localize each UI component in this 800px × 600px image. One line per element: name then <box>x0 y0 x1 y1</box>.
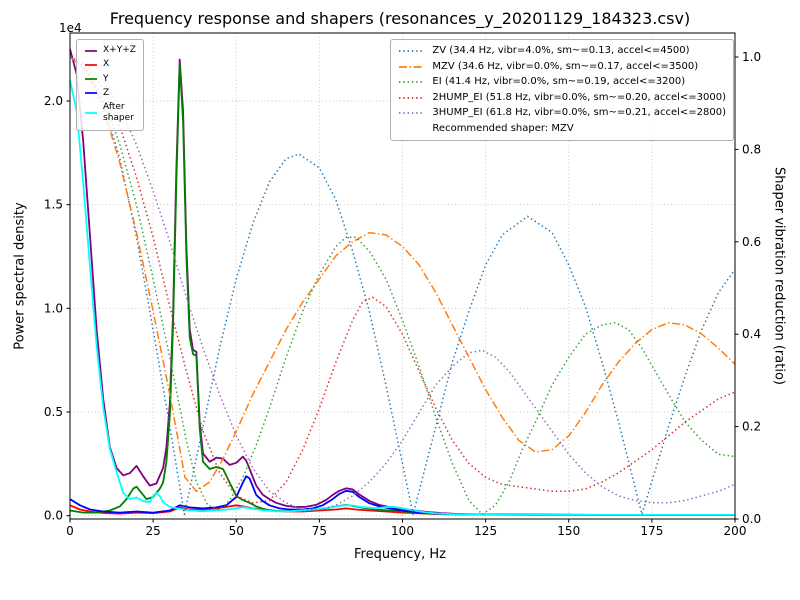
legend-line-sample <box>399 50 425 53</box>
y-axis-label-right: Shaper vibration reduction (ratio) <box>771 167 787 385</box>
legend-label: EI (41.4 Hz, vibr=0.0%, sm~=0.19, accel<… <box>432 76 686 87</box>
legend-item: ZV (34.4 Hz, vibr=4.0%, sm~=0.13, accel<… <box>398 45 726 58</box>
legend-item: 2HUMP_EI (51.8 Hz, vibr=0.0%, sm~=0.20, … <box>398 92 726 105</box>
y-right-tick-label: 0.6 <box>742 235 761 249</box>
x-tick-label: 50 <box>229 524 244 538</box>
legend-psd: X+Y+Z X Y Z After shaper <box>76 39 144 131</box>
legend-line-sample <box>85 49 97 52</box>
series-psd-after-shaper <box>69 80 735 516</box>
x-tick-label: 150 <box>557 524 580 538</box>
x-tick-label: 175 <box>640 524 663 538</box>
series-shaper-ei <box>69 56 736 516</box>
x-tick-label: 100 <box>391 524 414 538</box>
y-left-tick-label: 2.0 <box>44 94 63 108</box>
legend-label: ZV (34.4 Hz, vibr=4.0%, sm~=0.13, accel<… <box>432 45 690 56</box>
y-right-tick-label: 0.8 <box>742 142 761 156</box>
legend-label: After shaper <box>103 102 134 124</box>
legend-line-sample <box>399 65 425 68</box>
legend-item: Z <box>84 88 136 99</box>
legend-item: X <box>84 59 136 70</box>
legend-label: 2HUMP_EI (51.8 Hz, vibr=0.0%, sm~=0.20, … <box>432 91 726 103</box>
recommended-shaper-label: Recommended shaper: MZV <box>432 122 574 134</box>
series-shaper-zv <box>69 56 736 516</box>
chart-title: Frequency response and shapers (resonanc… <box>109 9 691 28</box>
x-tick-label: 200 <box>724 524 747 538</box>
series-shaper-mzv <box>69 56 736 493</box>
y-left-tick-label: 0.5 <box>44 405 63 419</box>
legend-line-sample <box>399 81 425 84</box>
legend-footer: Recommended shaper: MZV <box>398 123 726 136</box>
legend-footer-spacer <box>398 124 425 134</box>
series-psd-y <box>69 62 735 516</box>
y-left-tick-label: 0.0 <box>44 509 63 523</box>
y-right-tick-label: 0.0 <box>742 512 761 526</box>
legend-line-sample <box>399 96 425 99</box>
legend-shapers: ZV (34.4 Hz, vibr=4.0%, sm~=0.13, accel<… <box>390 39 734 141</box>
y-axis-label-left: Power spectral density <box>12 202 28 350</box>
y-right-tick-label: 0.4 <box>742 327 761 341</box>
legend-line-sample <box>85 78 97 80</box>
legend-item: 3HUMP_EI (61.8 Hz, vibr=0.0%, sm~=0.21, … <box>398 107 726 120</box>
legend-item: Y <box>84 74 136 85</box>
legend-item: EI (41.4 Hz, vibr=0.0%, sm~=0.19, accel<… <box>398 76 726 89</box>
axis-offset-text: 1e4 <box>59 21 82 35</box>
legend-line-sample <box>85 112 97 115</box>
legend-item: After shaper <box>84 102 136 125</box>
series-shaper-2hump-ei <box>69 56 736 504</box>
legend-item: MZV (34.6 Hz, vibr=0.0%, sm~=0.17, accel… <box>398 61 726 74</box>
y-right-tick-label: 0.2 <box>742 420 761 434</box>
x-axis-label: Frequency, Hz <box>353 547 447 562</box>
legend-label: Z <box>103 87 110 98</box>
legend-line-sample <box>399 112 425 115</box>
y-right-tick-label: 1.0 <box>742 50 761 64</box>
legend-label: X+Y+Z <box>103 45 136 55</box>
legend-label: MZV (34.6 Hz, vibr=0.0%, sm~=0.17, accel… <box>432 60 699 72</box>
legend-label: 3HUMP_EI (61.8 Hz, vibr=0.0%, sm~=0.21, … <box>432 107 726 118</box>
legend-line-sample <box>85 92 97 95</box>
legend-label: Y <box>103 73 109 84</box>
x-tick-label: 125 <box>474 524 497 538</box>
legend-label: X <box>103 59 110 70</box>
x-tick-label: 25 <box>145 524 160 538</box>
y-left-tick-label: 1.0 <box>44 301 63 315</box>
legend-item: X+Y+Z <box>84 45 136 56</box>
x-tick-label: 0 <box>66 524 74 538</box>
x-tick-label: 75 <box>312 524 327 538</box>
y-left-tick-label: 1.5 <box>44 198 63 212</box>
series-psd-z <box>69 475 735 516</box>
legend-line-sample <box>85 64 97 66</box>
